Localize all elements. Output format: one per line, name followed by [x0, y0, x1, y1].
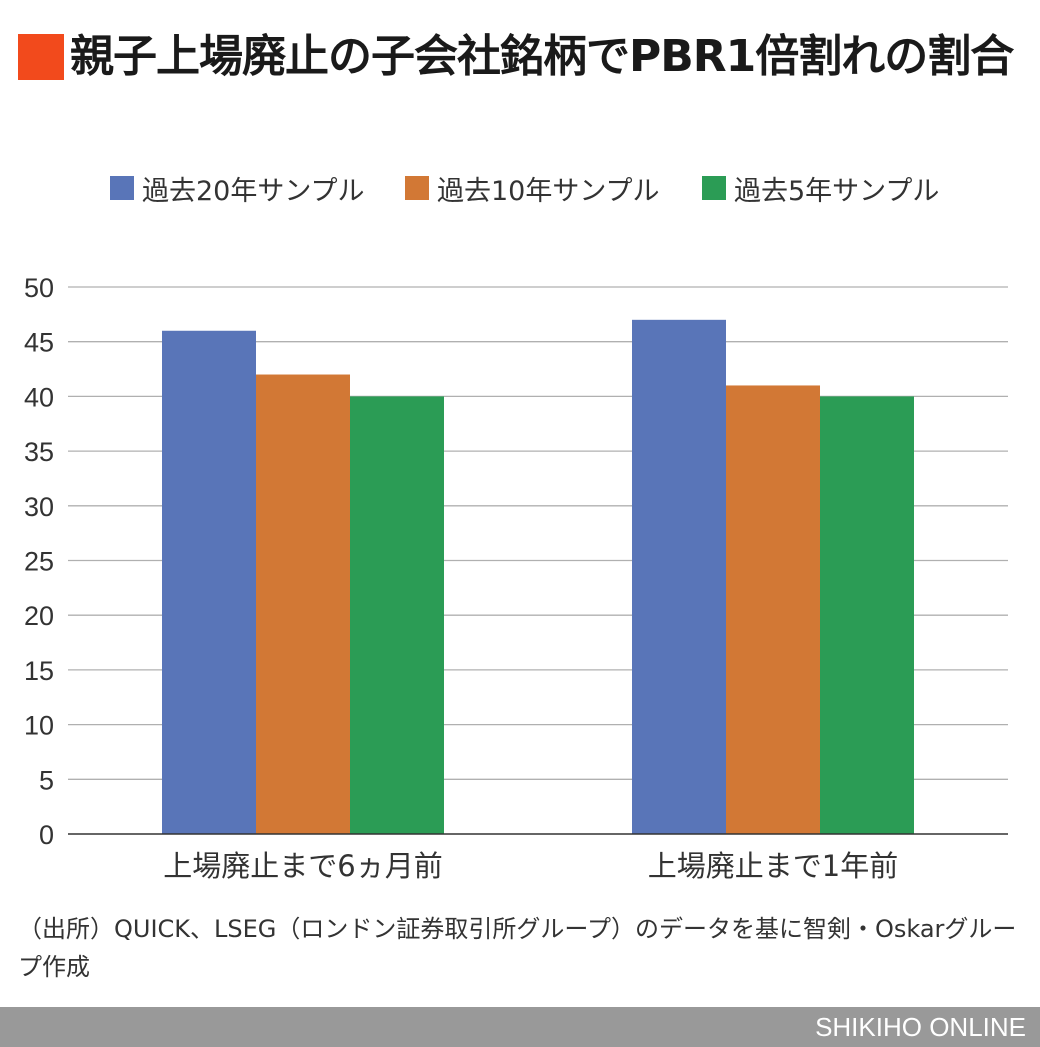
legend-swatch-10y — [405, 176, 429, 200]
y-tick-label: 20 — [24, 601, 54, 631]
bar — [632, 319, 726, 834]
y-tick-label: 0 — [39, 820, 54, 850]
footer-bar: SHIKIHO ONLINE — [0, 1007, 1040, 1047]
bar — [820, 396, 914, 834]
bar-chart: 0 5 10 15 20 25 30 35 40 45 50 上場廃止まで6ヵ月前 上場廃止まで1年前 — [24, 273, 1008, 883]
legend-item-5y: 過去5年サンプル — [702, 170, 940, 207]
legend-swatch-5y — [702, 176, 726, 200]
y-tick-label: 50 — [24, 273, 54, 303]
y-tick-label: 45 — [24, 328, 54, 358]
chart-title: 親子上場廃止の子会社銘柄でPBR1倍割れの割合 — [70, 31, 1014, 82]
bar — [162, 330, 256, 834]
legend-item-10y: 過去10年サンプル — [405, 170, 660, 207]
y-tick-label: 35 — [24, 437, 54, 467]
y-tick-label: 30 — [24, 492, 54, 522]
y-tick-label: 5 — [39, 765, 54, 795]
y-tick-label: 25 — [24, 547, 54, 577]
bar — [726, 385, 820, 834]
legend: 過去20年サンプル 過去10年サンプル 過去5年サンプル — [0, 170, 1040, 207]
source-note: （出所）QUICK、LSEG（ロンドン証券取引所グループ）のデータを基に智剣・O… — [18, 915, 1017, 981]
legend-label-10y: 過去10年サンプル — [437, 175, 660, 207]
legend-swatch-20y — [110, 176, 134, 200]
y-tick-label: 40 — [24, 382, 54, 412]
x-category-label: 上場廃止まで1年前 — [648, 849, 898, 883]
x-category-label: 上場廃止まで6ヵ月前 — [163, 849, 442, 883]
bar — [350, 396, 444, 834]
legend-label-5y: 過去5年サンプル — [734, 175, 940, 207]
y-tick-label: 15 — [24, 656, 54, 686]
legend-label-20y: 過去20年サンプル — [142, 175, 365, 207]
y-tick-label: 10 — [24, 711, 54, 741]
bar — [256, 374, 350, 834]
legend-item-20y: 過去20年サンプル — [110, 170, 365, 207]
footer-brand: SHIKIHO ONLINE — [815, 1012, 1026, 1042]
title-marker — [18, 34, 64, 80]
